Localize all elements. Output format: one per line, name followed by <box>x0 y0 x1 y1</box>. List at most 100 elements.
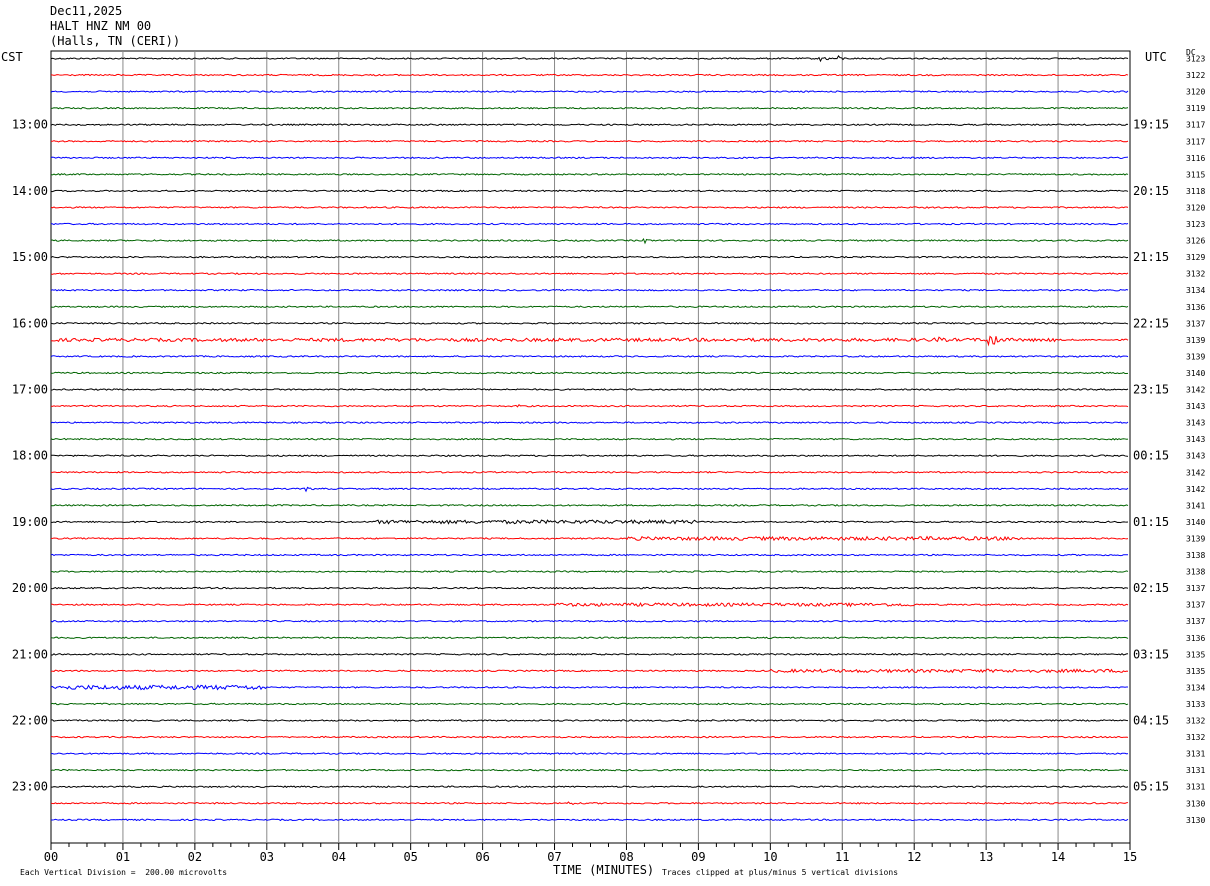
dc-offset-label: 3135 <box>1186 667 1205 676</box>
seismic-trace <box>50 55 1129 63</box>
dc-offset-label: 3142 <box>1186 485 1205 494</box>
dc-offset-label: 3139 <box>1186 336 1205 345</box>
seismic-trace <box>50 470 1129 474</box>
x-tick-label: 00 <box>44 850 58 864</box>
x-tick-label: 05 <box>403 850 417 864</box>
x-tick-label: 07 <box>547 850 561 864</box>
utc-hour-label: 03:15 <box>1133 647 1169 661</box>
dc-offset-label: 3115 <box>1186 170 1205 179</box>
seismic-trace <box>50 321 1129 325</box>
dc-offset-label: 3131 <box>1186 766 1205 775</box>
cst-hour-label: 16:00 <box>12 316 48 330</box>
seismic-trace <box>50 768 1129 772</box>
dc-offset-label: 3137 <box>1186 584 1205 593</box>
dc-offset-label: 3132 <box>1186 270 1205 279</box>
utc-hour-label: 20:15 <box>1133 184 1169 198</box>
x-tick-label: 03 <box>260 850 274 864</box>
seismic-trace <box>50 735 1129 739</box>
seismic-trace <box>50 371 1129 375</box>
seismic-trace <box>50 602 1129 608</box>
seismic-trace <box>50 388 1129 391</box>
dc-offset-label: 3123 <box>1186 55 1205 64</box>
left-axis-title: CST <box>1 50 23 64</box>
station-location: (Halls, TN (CERI)) <box>50 34 181 48</box>
dc-offset-label: 3136 <box>1186 303 1205 312</box>
utc-hour-label: 02:15 <box>1133 581 1169 595</box>
dc-offset-label: 3132 <box>1186 717 1205 726</box>
seismic-trace <box>50 702 1129 706</box>
x-tick-label: 14 <box>1051 850 1065 864</box>
dc-offset-label: 3117 <box>1186 137 1205 146</box>
seismic-trace <box>50 586 1129 590</box>
plot-frame <box>50 50 1131 844</box>
seismic-trace <box>50 785 1129 789</box>
station-code: HALT HNZ NM 00 <box>50 19 152 33</box>
seismic-trace <box>50 553 1129 557</box>
dc-offset-label: 3131 <box>1186 783 1205 792</box>
seismic-trace <box>50 123 1129 126</box>
dc-offset-label: 3117 <box>1186 121 1205 130</box>
x-tick-label: 12 <box>907 850 921 864</box>
seismic-trace <box>50 139 1129 143</box>
seismic-trace <box>50 206 1129 209</box>
dc-offset-label: 3139 <box>1186 352 1205 361</box>
dc-offset-label: 3134 <box>1186 683 1205 692</box>
utc-hour-label: 01:15 <box>1133 515 1169 529</box>
seismic-trace <box>50 255 1129 259</box>
cst-hour-label: 13:00 <box>12 118 48 132</box>
dc-offset-label: 3143 <box>1186 435 1205 444</box>
seismic-trace <box>50 237 1129 245</box>
seismic-trace <box>50 636 1129 640</box>
utc-hour-label: 22:15 <box>1133 316 1169 330</box>
seismic-trace <box>50 173 1129 176</box>
cst-hour-label: 22:00 <box>12 714 48 728</box>
seismic-trace <box>50 684 1129 691</box>
seismic-trace <box>50 404 1129 408</box>
dc-offset-label: 3143 <box>1186 402 1205 411</box>
dc-offset-label: 3118 <box>1186 187 1205 196</box>
dc-offset-label: 3138 <box>1186 568 1205 577</box>
dc-offset-label: 3132 <box>1186 733 1205 742</box>
dc-offset-label: 3120 <box>1186 88 1205 97</box>
x-tick-label: 08 <box>619 850 633 864</box>
seismic-trace <box>50 454 1129 457</box>
dc-offset-label: 3131 <box>1186 750 1205 759</box>
seismic-trace <box>50 421 1129 424</box>
dc-offset-label: 3137 <box>1186 601 1205 610</box>
cst-hour-label: 15:00 <box>12 250 48 264</box>
utc-hour-label: 19:15 <box>1133 118 1169 132</box>
seismic-trace <box>50 535 1129 542</box>
seismic-trace <box>50 106 1129 110</box>
dc-offset-label: 3141 <box>1186 501 1205 510</box>
dc-offset-label: 3136 <box>1186 634 1205 643</box>
x-tick-label: 06 <box>475 850 489 864</box>
dc-offset-label: 3133 <box>1186 700 1205 709</box>
cst-hour-label: 17:00 <box>12 383 48 397</box>
seismic-trace <box>50 189 1129 193</box>
x-tick-label: 09 <box>691 850 705 864</box>
dc-offset-label: 3142 <box>1186 386 1205 395</box>
right-axis-title: UTC <box>1145 50 1167 64</box>
utc-hour-label: 04:15 <box>1133 714 1169 728</box>
x-tick-label: 10 <box>763 850 777 864</box>
x-tick-label: 11 <box>835 850 849 864</box>
seismic-trace <box>50 801 1129 806</box>
seismic-trace <box>50 486 1129 493</box>
seismic-trace <box>50 619 1129 623</box>
seismic-trace <box>50 437 1129 441</box>
seismic-trace <box>50 355 1129 358</box>
dc-offset-label: 3140 <box>1186 369 1205 378</box>
x-tick-label: 13 <box>979 850 993 864</box>
seismic-trace <box>50 719 1129 722</box>
dc-offset-label: 3116 <box>1186 154 1205 163</box>
dc-offset-label: 3143 <box>1186 452 1205 461</box>
cst-hour-label: 20:00 <box>12 581 48 595</box>
seismic-trace <box>50 222 1129 226</box>
seismic-trace <box>50 288 1129 292</box>
utc-hour-label: 00:15 <box>1133 449 1169 463</box>
dc-offset-label: 3137 <box>1186 319 1205 328</box>
x-tick-label: 15 <box>1123 850 1137 864</box>
seismic-trace <box>50 570 1129 573</box>
seismic-trace <box>50 752 1129 755</box>
